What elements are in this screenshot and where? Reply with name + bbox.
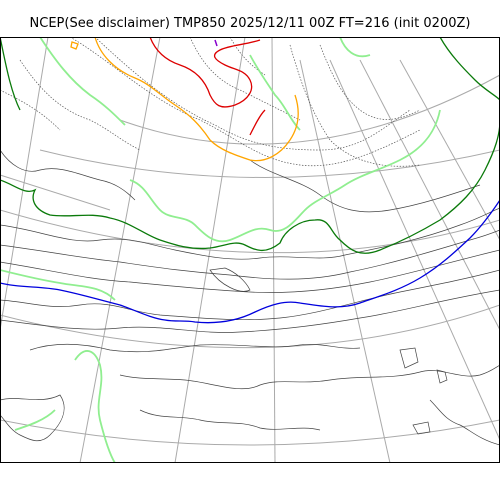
light-green-isotherm <box>74 350 116 463</box>
meridian-line <box>271 37 276 463</box>
map-title: NCEP(See disclaimer) TMP850 2025/12/11 0… <box>29 16 471 31</box>
latitude-lines <box>0 74 500 446</box>
gray-isotherm <box>429 399 500 446</box>
orange-isotherm <box>70 41 79 50</box>
gray-isotherms <box>0 149 500 446</box>
dotted-isotherm <box>94 37 411 151</box>
meridian-line <box>0 37 49 331</box>
dotted-isotherm <box>69 37 421 167</box>
dotted-isotherm <box>319 44 421 120</box>
light-green-isotherm <box>0 269 116 301</box>
light-green-isotherms <box>0 37 441 463</box>
gray-isotherm <box>0 289 500 333</box>
gray-isotherm <box>399 347 419 369</box>
meridian-line <box>399 59 500 241</box>
meridian-line <box>329 59 500 441</box>
latitude-line <box>0 209 500 254</box>
green-isotherm <box>0 37 21 111</box>
purple-isotherm <box>214 39 218 47</box>
latitude-line <box>0 304 500 349</box>
light-green-isotherm <box>249 54 301 131</box>
gray-isotherm <box>0 249 500 293</box>
light-green-isotherm <box>14 409 56 431</box>
dotted-isotherm <box>229 37 266 76</box>
gray-isotherm <box>0 149 136 201</box>
dotted-isotherms <box>0 37 421 167</box>
latitude-line <box>119 74 500 145</box>
meridian-line <box>0 174 111 211</box>
orange-isotherms <box>70 37 299 162</box>
gray-isotherm <box>0 207 500 260</box>
gray-isotherm <box>0 394 65 442</box>
green-isotherms <box>0 37 500 254</box>
dotted-isotherm <box>289 44 421 167</box>
orange-isotherm <box>94 37 299 162</box>
gray-isotherm <box>436 369 448 384</box>
dotted-isotherm <box>0 89 61 131</box>
dotted-isotherm <box>19 59 141 151</box>
blue-isotherms <box>0 199 500 324</box>
light-green-isotherm <box>39 37 126 126</box>
light-green-isotherm <box>339 37 371 58</box>
meridian-line <box>299 59 391 463</box>
gray-isotherm <box>209 267 251 292</box>
green-isotherm <box>0 119 500 254</box>
gray-isotherm <box>29 343 361 353</box>
red-isotherm <box>149 37 261 108</box>
latitude-line <box>39 149 500 178</box>
gray-isotherm <box>119 364 500 389</box>
red-isotherms <box>149 37 266 136</box>
purple-isotherms <box>214 39 218 47</box>
map-frame <box>0 37 500 463</box>
meridian-line <box>359 59 500 331</box>
blue-isotherm <box>0 199 500 324</box>
gray-isotherm <box>412 421 431 435</box>
meridian-lines <box>0 37 500 463</box>
green-isotherm <box>439 37 500 101</box>
meridian-line <box>174 37 246 463</box>
gray-isotherm <box>139 409 321 431</box>
meridian-line <box>79 37 161 463</box>
dotted-isotherm <box>189 37 301 121</box>
gray-isotherm <box>249 159 481 213</box>
light-green-isotherm <box>129 109 441 243</box>
gray-isotherm <box>0 229 500 280</box>
latitude-line <box>0 419 500 446</box>
red-isotherm <box>249 109 266 136</box>
